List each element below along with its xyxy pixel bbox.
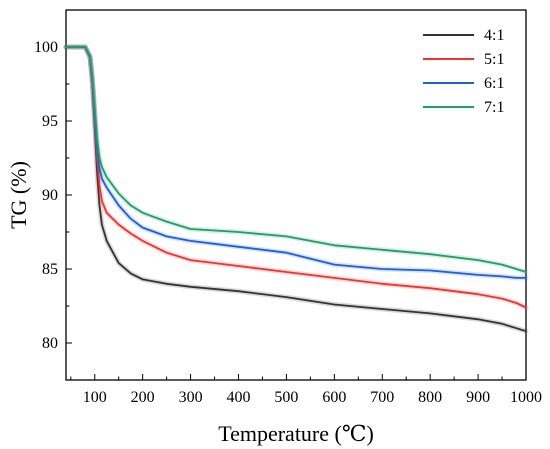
series-layer [63,44,529,334]
series-line-3 [65,46,527,279]
series-halo-3 [63,44,529,281]
legend-label-4: 7:1 [484,99,504,116]
y-tick-label: 80 [42,335,58,352]
x-tick-label: 700 [370,389,394,406]
y-axis-ticks: 80 85 90 95 100 [34,9,72,381]
legend-label-3: 6:1 [484,75,504,92]
x-tick-label: 100 [83,389,107,406]
x-tick-label: 400 [227,389,251,406]
y-tick-label: 100 [34,39,58,56]
legend-label-1: 4:1 [484,27,504,44]
legend: 4:1 5:1 6:1 7:1 [423,27,504,116]
x-tick-label: 300 [179,389,203,406]
series-halo-2 [63,44,529,310]
y-axis-title: TG (%) [6,161,31,229]
series-halo-1 [63,44,529,334]
series-line-1 [65,46,527,333]
series-line-4 [65,46,527,273]
plot-frame [65,9,527,381]
legend-label-2: 5:1 [484,51,504,68]
x-tick-label: 800 [418,389,442,406]
x-axis-ticks: 100 200 300 400 500 600 700 800 900 1000 [70,374,542,406]
x-tick-label: 600 [322,389,346,406]
y-tick-label: 85 [42,261,58,278]
x-tick-label: 500 [274,389,298,406]
x-tick-label: 1000 [510,389,542,406]
series-line-2 [65,46,527,309]
x-axis-title: Temperature (℃) [218,421,374,446]
y-tick-label: 90 [42,187,58,204]
x-tick-label: 200 [131,389,155,406]
y-tick-label: 95 [42,113,58,130]
x-tick-label: 900 [466,389,490,406]
